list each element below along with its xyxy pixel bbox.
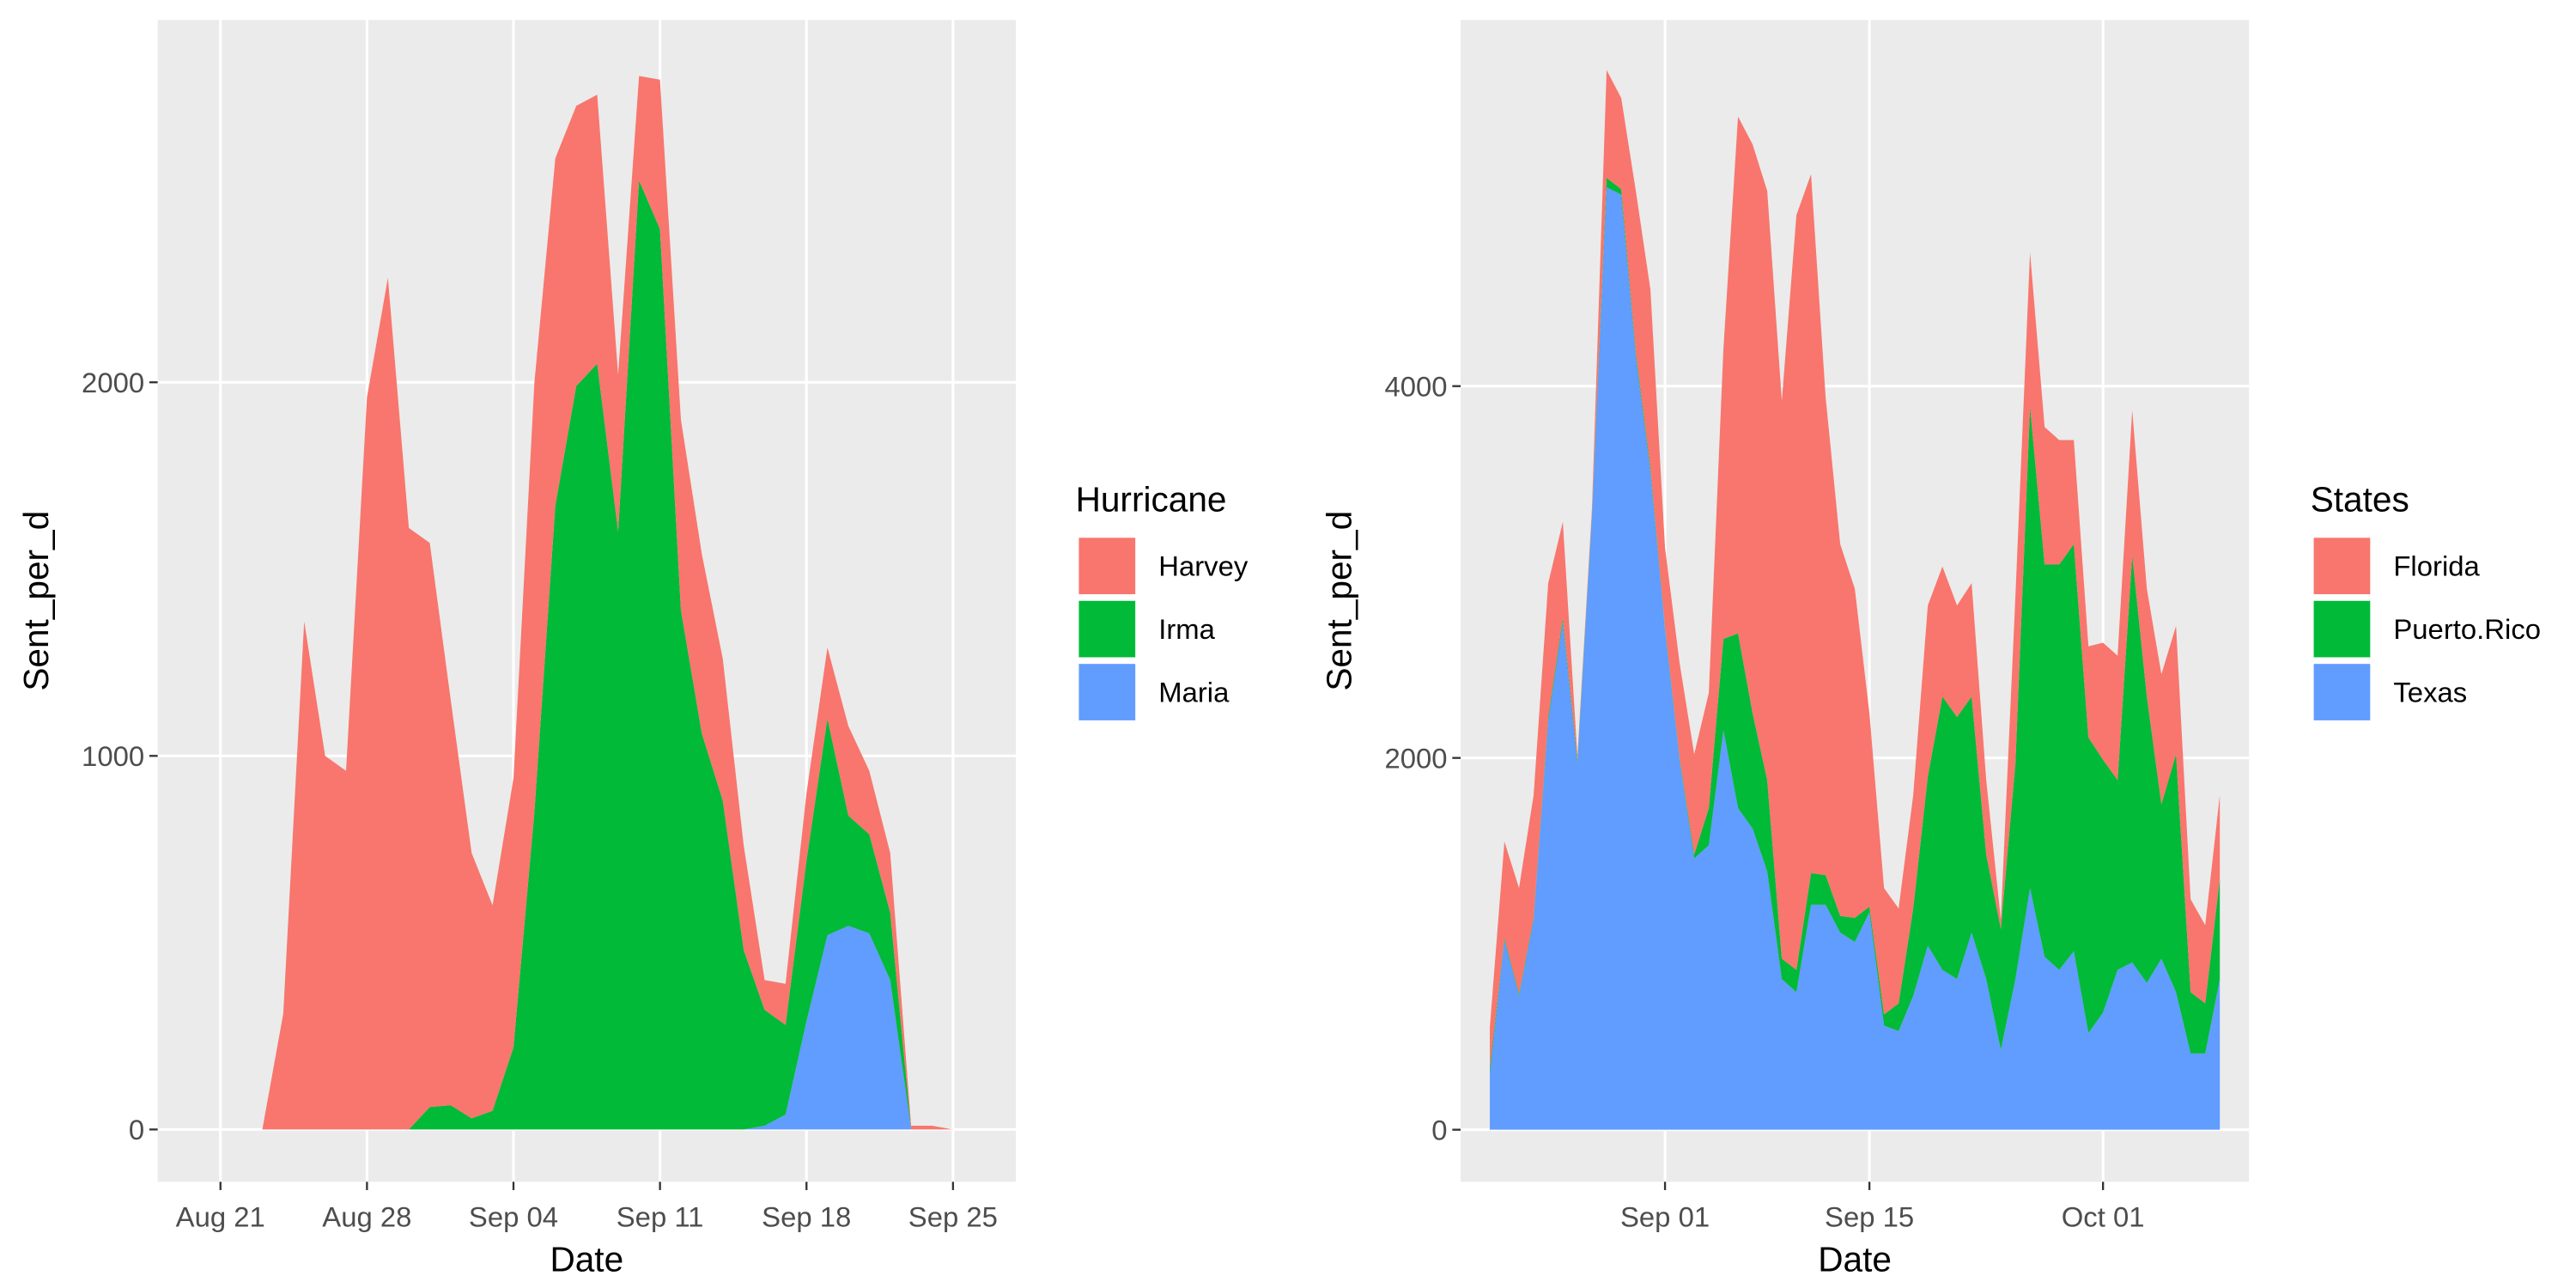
y-tick-label: 2000 <box>1384 742 1447 774</box>
area <box>241 926 953 1130</box>
legend-label: Harvey <box>1158 550 1249 582</box>
legend-label: Maria <box>1158 677 1230 708</box>
legend-key <box>2313 538 2371 595</box>
x-tick-label: Sep 01 <box>1620 1200 1710 1232</box>
legend-title: States <box>2311 479 2409 519</box>
y-axis-title: Sent_per_d <box>16 511 56 691</box>
x-tick-label: Aug 28 <box>322 1200 411 1232</box>
y-tick-label: 0 <box>129 1114 144 1145</box>
area <box>1490 187 2221 1130</box>
legend-key <box>2313 600 2371 658</box>
area <box>1490 178 2221 1074</box>
legend-label: Florida <box>2393 550 2480 582</box>
x-tick-label: Sep 25 <box>908 1200 998 1232</box>
legend-title: Hurricane <box>1076 479 1227 519</box>
y-tick-label: 1000 <box>82 740 144 772</box>
y-tick-label: 4000 <box>1384 370 1447 402</box>
area <box>241 76 953 1130</box>
y-axis-title: Sent_per_d <box>1319 511 1358 691</box>
area <box>1490 70 2221 1069</box>
legend-label: Puerto.Rico <box>2393 613 2541 645</box>
legend-key <box>1078 538 1136 595</box>
legend-label: Texas <box>2393 677 2467 708</box>
x-tick-label: Sep 15 <box>1825 1200 1914 1232</box>
x-tick-label: Sep 18 <box>762 1200 851 1232</box>
x-tick-label: Oct 01 <box>2062 1200 2145 1232</box>
legend-key <box>1078 664 1136 720</box>
area <box>241 180 953 1130</box>
x-tick-label: Sep 11 <box>617 1200 704 1232</box>
legend-label: Irma <box>1158 613 1215 645</box>
y-tick-label: 2000 <box>82 367 144 398</box>
x-axis-title: Date <box>550 1240 623 1279</box>
x-tick-label: Aug 21 <box>176 1200 265 1232</box>
y-tick-label: 0 <box>1431 1114 1447 1145</box>
x-axis-title: Date <box>1818 1240 1892 1279</box>
x-tick-label: Sep 04 <box>469 1200 558 1232</box>
legend-key <box>1078 600 1136 658</box>
legend-key <box>2313 664 2371 720</box>
